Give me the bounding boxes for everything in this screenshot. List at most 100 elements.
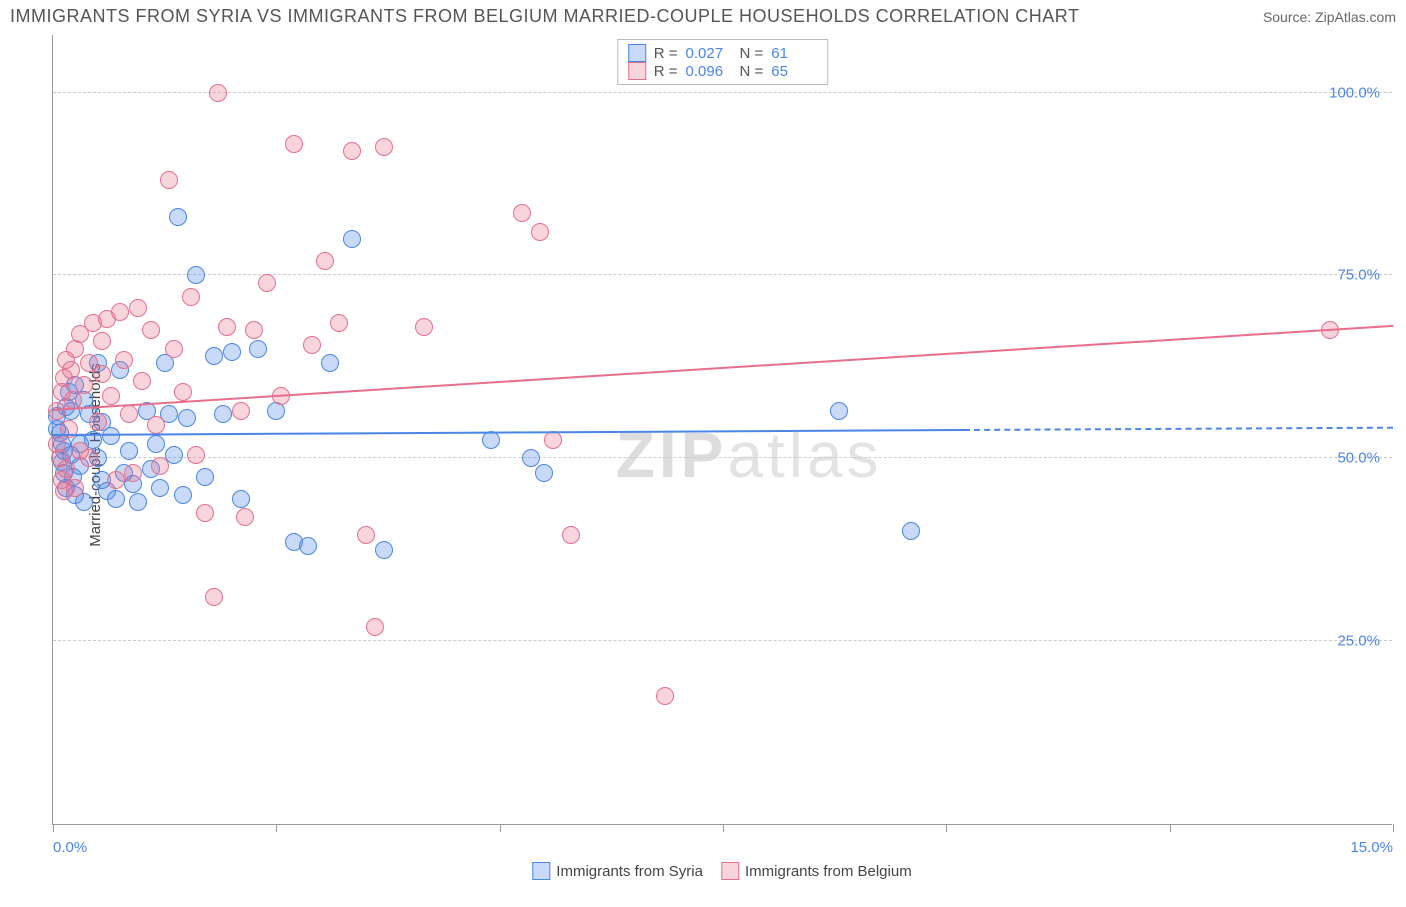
data-point [120, 405, 138, 423]
legend-r-label: R = [654, 45, 678, 62]
data-point [133, 372, 151, 390]
scatter-plot: ZIPatlas R =0.027N =61R =0.096N =65 25.0… [52, 35, 1392, 825]
data-point [245, 321, 263, 339]
x-tick [1393, 824, 1394, 832]
chart-area: Married-couple Households ZIPatlas R =0.… [8, 35, 1398, 875]
data-point [214, 405, 232, 423]
data-point [147, 416, 165, 434]
data-point [249, 340, 267, 358]
legend-r-value: 0.096 [686, 63, 732, 80]
data-point [107, 490, 125, 508]
source-label: Source: ZipAtlas.com [1263, 9, 1396, 25]
x-tick [53, 824, 54, 832]
data-point [151, 457, 169, 475]
x-tick [946, 824, 947, 832]
legend-swatch [628, 62, 646, 80]
data-point [182, 288, 200, 306]
x-tick [276, 824, 277, 832]
data-point [93, 365, 111, 383]
legend-n-label: N = [740, 45, 764, 62]
data-point [64, 391, 82, 409]
data-point [174, 486, 192, 504]
legend-stats-row: R = 0.096 N = 65 [628, 62, 818, 80]
data-point [482, 431, 500, 449]
gridline [53, 274, 1392, 275]
data-point [80, 449, 98, 467]
data-point [299, 537, 317, 555]
data-point [147, 435, 165, 453]
legend-swatch [721, 862, 739, 880]
data-point [343, 142, 361, 160]
data-point [330, 314, 348, 332]
data-point [142, 321, 160, 339]
data-point [375, 541, 393, 559]
data-point [415, 318, 433, 336]
data-point [285, 135, 303, 153]
data-point [343, 230, 361, 248]
legend-r-label: R = [654, 63, 678, 80]
gridline [53, 92, 1392, 93]
y-tick-label: 75.0% [1337, 267, 1380, 284]
data-point [232, 490, 250, 508]
x-tick-label: 15.0% [1350, 839, 1393, 856]
data-point [196, 468, 214, 486]
data-point [303, 336, 321, 354]
data-point [316, 252, 334, 270]
data-point [75, 376, 93, 394]
chart-title: IMMIGRANTS FROM SYRIA VS IMMIGRANTS FROM… [10, 6, 1079, 27]
trend-line [964, 427, 1393, 431]
data-point [357, 526, 375, 544]
y-tick-label: 100.0% [1329, 84, 1380, 101]
data-point [656, 687, 674, 705]
data-point [89, 413, 107, 431]
data-point [531, 223, 549, 241]
data-point [375, 138, 393, 156]
data-point [169, 208, 187, 226]
data-point [544, 431, 562, 449]
data-point [902, 522, 920, 540]
data-point [258, 274, 276, 292]
data-point [151, 479, 169, 497]
data-point [129, 493, 147, 511]
data-point [174, 383, 192, 401]
gridline [53, 640, 1392, 641]
data-point [209, 84, 227, 102]
x-tick [1170, 824, 1171, 832]
data-point [62, 361, 80, 379]
data-point [205, 588, 223, 606]
legend-n-value: 65 [771, 63, 817, 80]
data-point [321, 354, 339, 372]
data-point [107, 471, 125, 489]
data-point [66, 479, 84, 497]
data-point [218, 318, 236, 336]
y-tick-label: 50.0% [1337, 450, 1380, 467]
data-point [232, 402, 250, 420]
legend-n-label: N = [740, 63, 764, 80]
data-point [124, 464, 142, 482]
data-point [236, 508, 254, 526]
legend-stats-row: R = 0.027 N = 61 [628, 44, 818, 62]
legend-n-value: 61 [771, 45, 817, 62]
data-point [129, 299, 147, 317]
data-point [522, 449, 540, 467]
legend-series: Immigrants from SyriaImmigrants from Bel… [532, 835, 911, 907]
title-bar: IMMIGRANTS FROM SYRIA VS IMMIGRANTS FROM… [0, 0, 1406, 31]
data-point [165, 340, 183, 358]
data-point [178, 409, 196, 427]
data-point [562, 526, 580, 544]
legend-swatch [532, 862, 550, 880]
data-point [187, 446, 205, 464]
data-point [111, 303, 129, 321]
data-point [187, 266, 205, 284]
data-point [102, 387, 120, 405]
data-point [196, 504, 214, 522]
x-tick [500, 824, 501, 832]
legend-r-value: 0.027 [686, 45, 732, 62]
y-tick-label: 25.0% [1337, 633, 1380, 650]
data-point [160, 171, 178, 189]
legend-series-item: Immigrants from Syria [532, 862, 703, 880]
data-point [830, 402, 848, 420]
data-point [57, 460, 75, 478]
legend-swatch [628, 44, 646, 62]
data-point [366, 618, 384, 636]
